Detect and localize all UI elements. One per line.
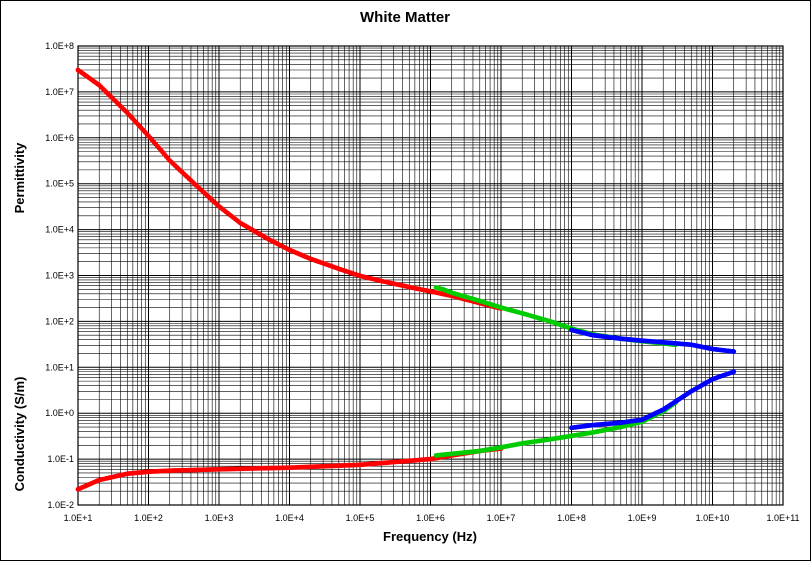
y-tick-label: 1.0E+3 xyxy=(45,271,74,281)
data-point xyxy=(731,369,737,375)
y-tick-label: 1.0E+5 xyxy=(45,179,74,189)
x-tick-label: 1.0E+10 xyxy=(696,513,730,523)
x-tick-label: 1.0E+4 xyxy=(275,513,304,523)
series-permittivity-2 xyxy=(569,327,737,354)
chart-title: White Matter xyxy=(360,9,450,26)
y-tick-label: 1.0E+1 xyxy=(45,362,74,372)
x-tick-label: 1.0E+3 xyxy=(205,513,234,523)
x-tick-label: 1.0E+11 xyxy=(766,513,799,523)
grid xyxy=(77,45,784,506)
tick-labels: 1.0E+1 1.0E+2 1.0E+3 1.0E+4 1.0E+5 1.0E+6 1.0E… xyxy=(45,41,799,523)
data-point xyxy=(731,349,737,354)
y-tick-label: 1.0E+6 xyxy=(45,133,74,143)
x-tick-label: 1.0E+8 xyxy=(557,513,586,523)
x-axis-label: Frequency (Hz) xyxy=(383,529,477,544)
data-series xyxy=(75,67,737,492)
x-tick-label: 1.0E+6 xyxy=(416,513,445,523)
y-tick-label: 1.0E-2 xyxy=(47,500,74,510)
x-tick-label: 1.0E+2 xyxy=(134,513,163,523)
y-tick-label: 1.0E+2 xyxy=(45,316,74,326)
y-axis-label-permittivity: Permittivity xyxy=(12,142,27,214)
y-tick-label: 1.0E+4 xyxy=(45,225,74,235)
x-tick-label: 1.0E+9 xyxy=(628,513,657,523)
plot-border xyxy=(77,45,784,506)
y-tick-label: 1.0E+7 xyxy=(45,87,74,97)
y-axis-label-conductivity: Conductivity (S/m) xyxy=(12,377,27,492)
y-tick-label: 1.0E+0 xyxy=(45,408,74,418)
series-permittivity-0 xyxy=(75,67,504,312)
x-tick-label: 1.0E+1 xyxy=(64,513,93,523)
x-tick-label: 1.0E+5 xyxy=(346,513,375,523)
series-conductivity-5 xyxy=(569,369,737,431)
x-tick-label: 1.0E+7 xyxy=(487,513,516,523)
y-tick-label: 1.0E-1 xyxy=(47,454,74,464)
y-tick-label: 1.0E+8 xyxy=(45,41,74,51)
